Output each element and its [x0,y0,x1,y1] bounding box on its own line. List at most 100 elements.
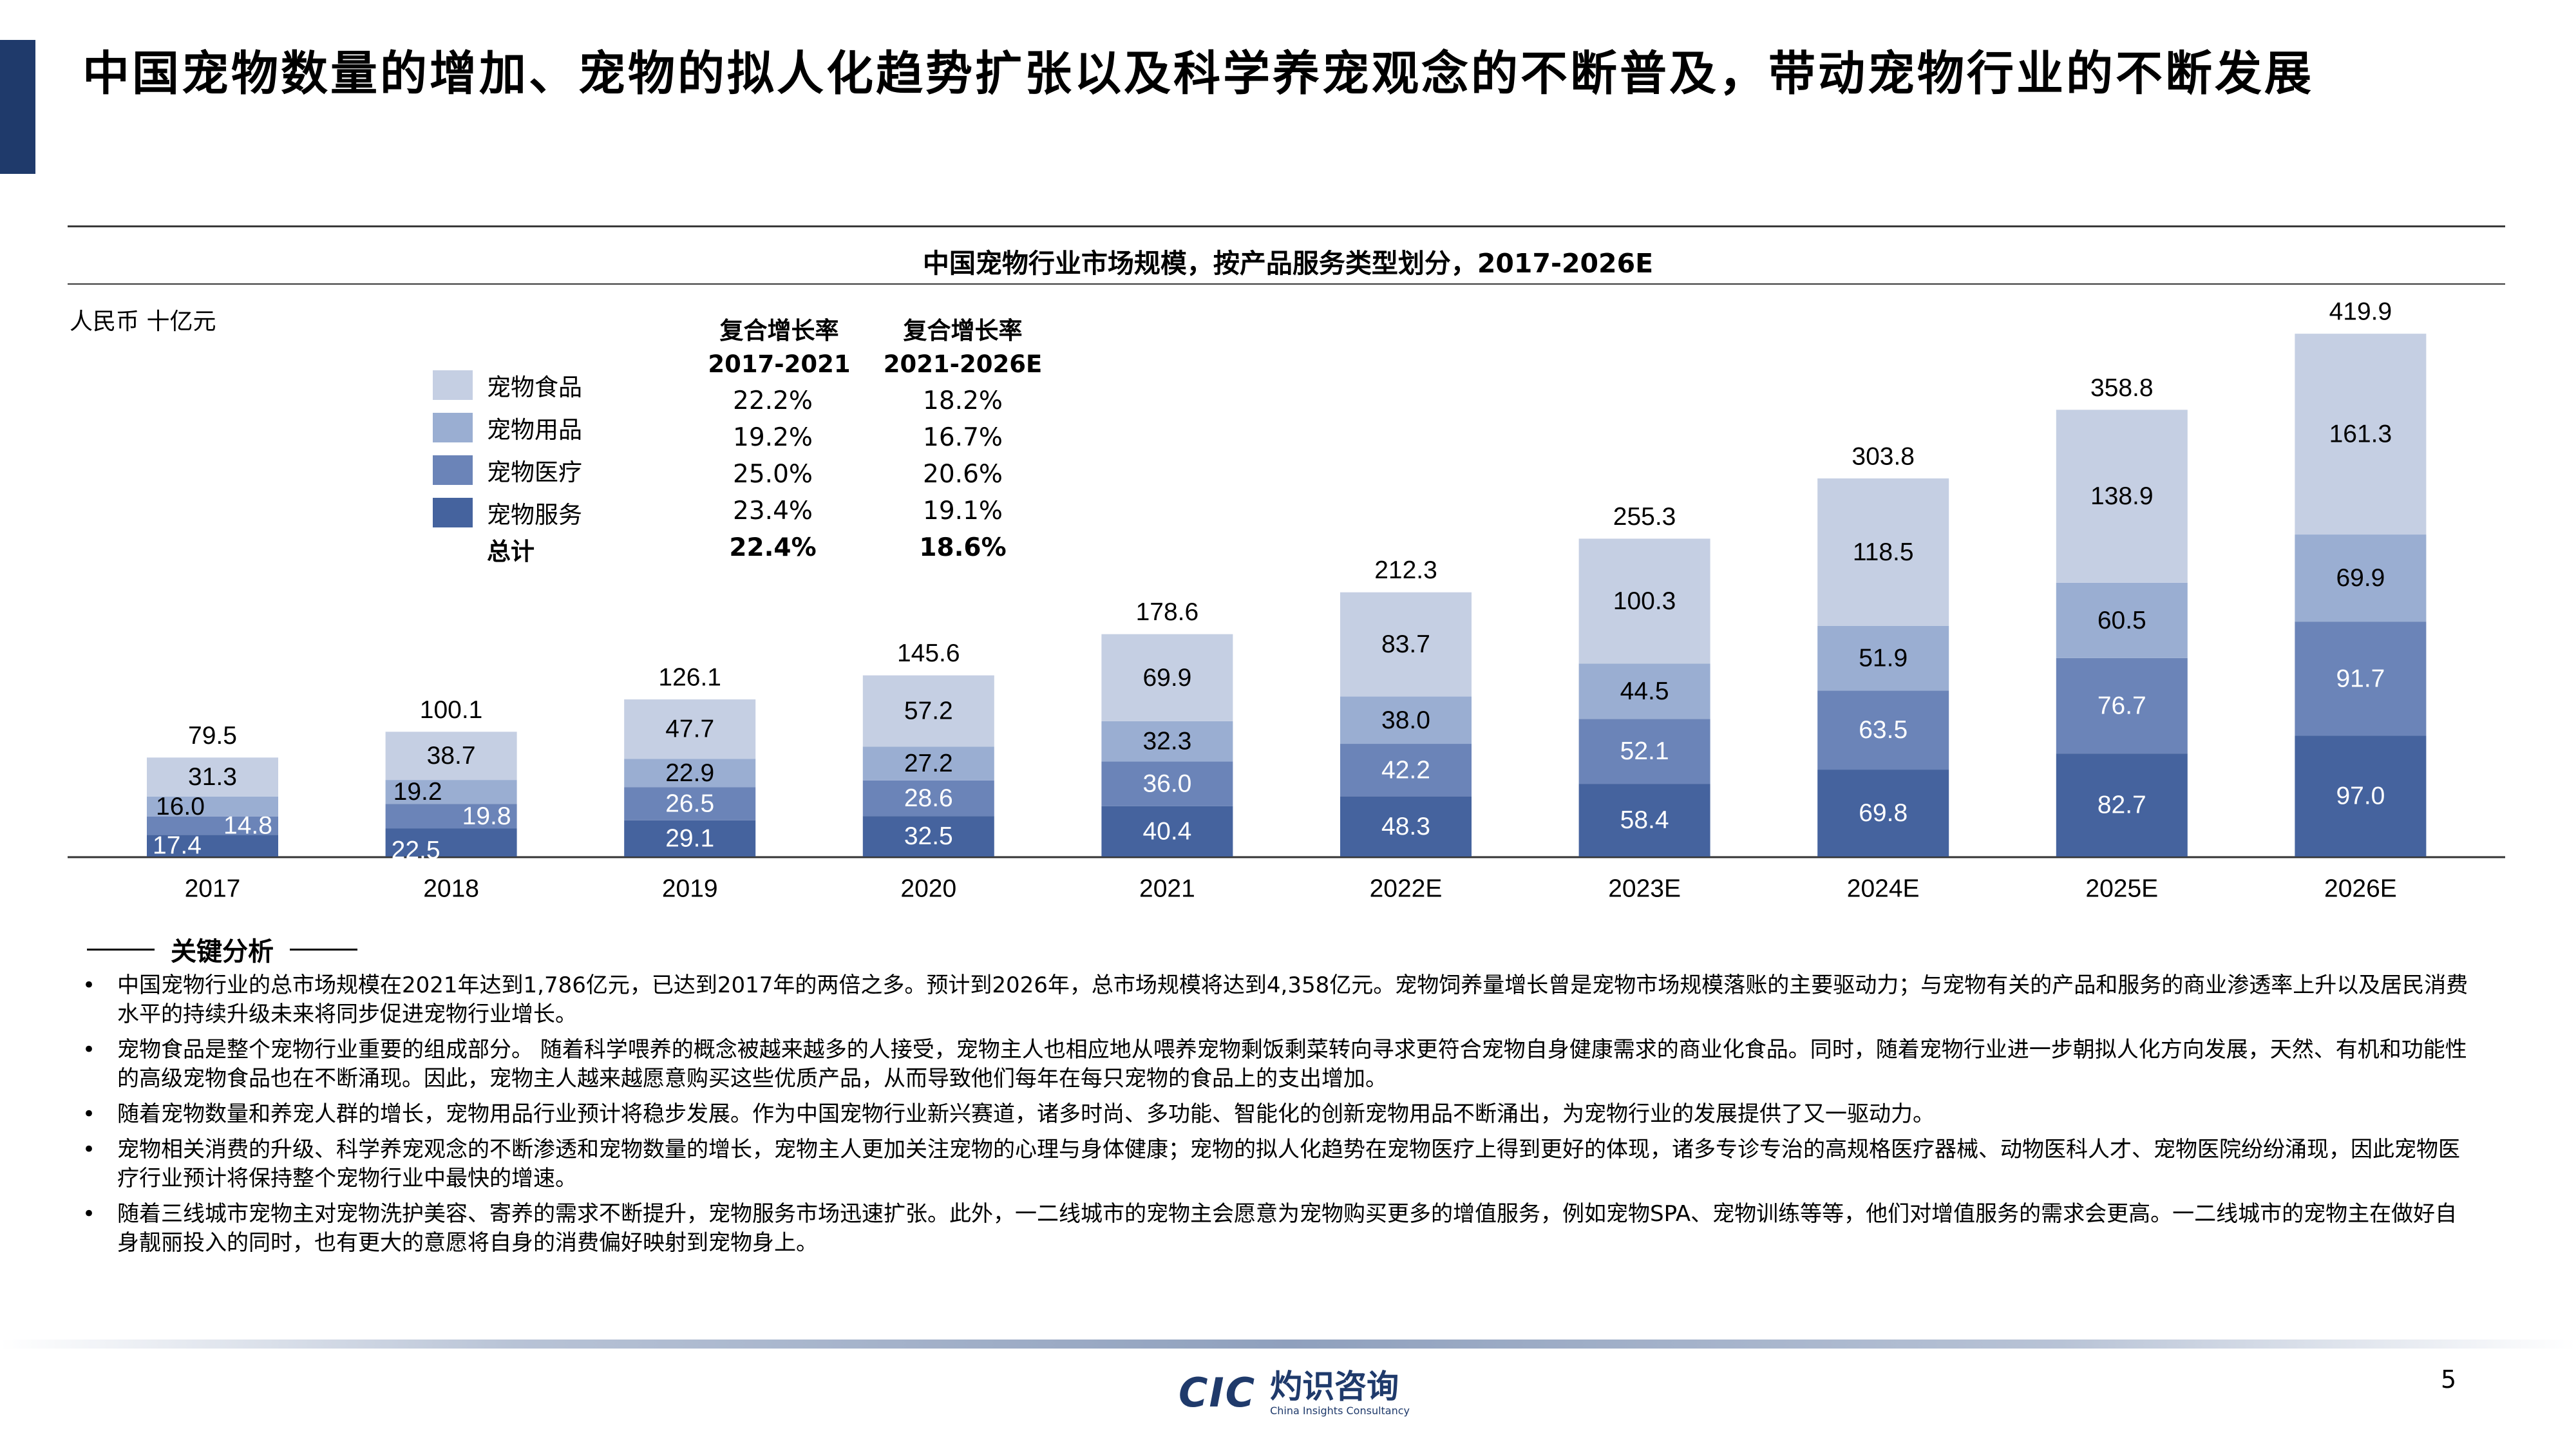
bar-segment-service [1101,806,1233,857]
bar-segment-food [1817,478,1949,626]
total-label: 303.8 [1852,442,1915,470]
data-label: 48.3 [1381,813,1430,840]
data-label: 83.7 [1381,630,1430,658]
data-label: 28.6 [904,784,953,812]
divider-top [68,225,2505,227]
data-label: 26.5 [665,790,714,818]
data-label: 60.5 [2098,607,2146,634]
legend-label: 宠物食品 [487,374,582,401]
total-label: 358.8 [2090,374,2154,402]
data-label: 91.7 [2336,665,2385,692]
data-label: 118.5 [1853,538,1914,566]
bar-segment-service [1817,770,1949,857]
bar-segment-supplies [1101,721,1233,762]
data-label: 27.2 [904,750,953,777]
analysis-item: • 宠物食品是整个宠物行业重要的组成部分。 随着科学喂养的概念被越来越多的人接受，… [82,1036,2478,1094]
x-tick-label: 2018 [423,875,479,903]
analysis-text: 随着宠物数量和养宠人群的增长，宠物用品行业预计将稳步发展。作为中国宠物行业新兴赛… [117,1101,1935,1127]
legend-item-medical: 宠物医疗 [433,451,693,489]
data-label: 97.0 [2336,782,2385,810]
data-label: 19.2 [393,778,442,806]
bar-segment-medical [862,780,994,817]
cagr-header-line2: 2021-2026E [883,350,1043,378]
bar-segment-supplies [147,796,278,817]
data-label: 44.5 [1620,677,1669,705]
cagr-value: 18.2% [923,386,1003,415]
bar-segment-food [1101,634,1233,721]
cagr-header-2021-2026: 复合增长率 2021-2026E [879,314,1046,381]
cagr-value: 23.4% [733,497,813,526]
data-label: 17.4 [153,832,202,860]
bar-segment-food [1340,592,1472,697]
legend-label: 宠物医疗 [487,459,582,486]
divider-chart [68,283,2505,285]
bar-segment-supplies [624,759,756,788]
data-label: 32.3 [1142,728,1191,755]
analysis-item: • 随着三线城市宠物主对宠物洗护美容、寄养的需求不断提升，宠物服务市场迅速扩张。此… [82,1200,2478,1258]
data-label: 76.7 [2098,692,2146,719]
analysis-item: • 宠物相关消费的升级、科学养宠观念的不断渗透和宠物数量的增长，宠物主人更加关注宠… [82,1135,2478,1193]
cagr-header-line2: 2017-2021 [708,350,851,378]
x-tick-label: 2017 [185,875,241,903]
bar-segment-supplies [2056,582,2188,658]
total-label: 419.9 [2329,298,2392,326]
bar-segment-medical [1817,690,1949,770]
bullet-dot: • [82,1201,96,1227]
footer-band [0,1340,2576,1349]
bar-segment-supplies [1817,625,1949,691]
bar-segment-service [385,828,517,857]
data-label: 36.0 [1142,770,1191,798]
analysis-text: 中国宠物行业的总市场规模在2021年达到1,786亿元，已达到2017年的两倍之… [117,972,2468,1027]
data-label: 42.2 [1381,756,1430,784]
data-label: 57.2 [904,697,953,724]
bar-segment-food [147,757,278,797]
bar-segment-food [1578,538,1710,664]
legend-swatch-service [433,498,473,527]
bar-segment-medical [624,787,756,820]
data-label: 82.7 [2098,791,2146,819]
analysis-list: • 中国宠物行业的总市场规模在2021年达到1,786亿元，已达到2017年的两倍… [82,971,2478,1264]
bar-segment-medical [385,804,517,829]
page-title: 中国宠物数量的增加、宠物的拟人化趋势扩张以及科学养宠观念的不断普及，带动宠物行业… [82,46,2314,101]
heading-rule [290,948,357,951]
cagr-header-line1: 复合增长率 [719,317,839,345]
analysis-text: 随着三线城市宠物主对宠物洗护美容、寄养的需求不断提升，宠物服务市场迅速扩张。此外… [117,1201,2458,1256]
legend-swatch-medical [433,455,473,485]
legend-item-supplies: 宠物用品 [433,408,693,447]
heading-rule [87,948,155,951]
cagr-value: 19.1% [923,497,1003,526]
data-label: 63.5 [1859,716,1908,744]
data-label: 69.9 [1142,664,1191,692]
analysis-text: 宠物食品是整个宠物行业重要的组成部分。 随着科学喂养的概念被越来越多的人接受，宠… [117,1037,2467,1092]
data-label: 47.7 [665,715,714,743]
bar-segment-food [385,732,517,781]
bar-segment-food [2056,410,2188,583]
bar-segment-food [624,699,756,759]
chart-title: 中国宠物行业市场规模，按产品服务类型划分，2017-2026E [922,248,1654,279]
bar-segment-service [862,816,994,857]
legend-label: 宠物服务 [487,501,582,529]
logo-mark: CIC [1179,1369,1256,1416]
bar-segment-supplies [862,746,994,781]
x-tick-label: 2026E [2324,875,2397,903]
bullet-dot: • [82,1137,96,1162]
legend-total-label: 总计 [487,538,535,565]
analysis-heading-text: 关键分析 [171,937,274,967]
total-label: 126.1 [658,664,721,692]
bar-segment-service [1578,784,1710,857]
bar-segment-service [147,835,278,857]
total-label: 100.1 [420,696,483,724]
cagr-value: 22.2% [733,386,813,415]
logo-text-cn: 灼识咨询 [1270,1368,1399,1405]
x-tick-label: 2023E [1608,875,1681,903]
legend-swatch-supplies [433,413,473,442]
data-label: 19.8 [462,802,511,830]
bar-segment-supplies [1340,696,1472,744]
x-tick-label: 2024E [1847,875,1920,903]
legend-item-food: 宠物食品 [433,366,693,404]
total-label: 145.6 [897,639,960,667]
total-label: 255.3 [1613,503,1676,531]
data-label: 138.9 [2090,482,2154,510]
analysis-item: • 中国宠物行业的总市场规模在2021年达到1,786亿元，已达到2017年的两倍… [82,971,2478,1029]
bar-segment-medical [1101,761,1233,806]
